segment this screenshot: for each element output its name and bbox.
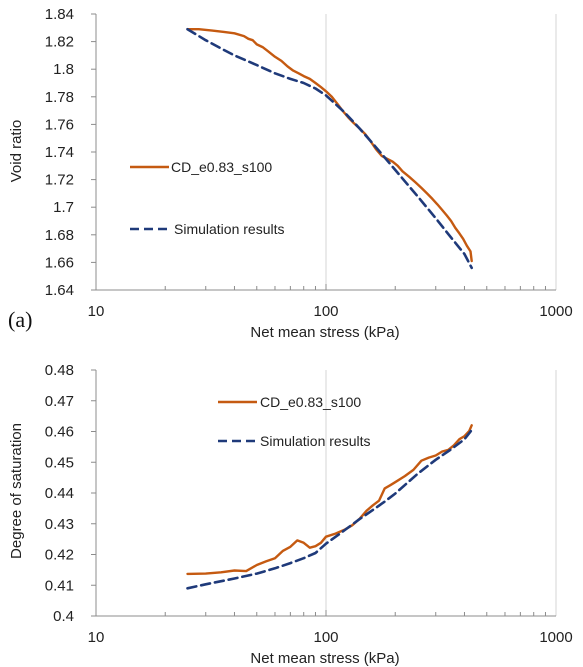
y-tick-label: 1.8 bbox=[53, 61, 74, 78]
x-axis-title: Net mean stress (kPa) bbox=[250, 324, 399, 341]
y-tick-label: 0.45 bbox=[45, 454, 74, 471]
y-tick-label: 0.43 bbox=[45, 516, 74, 533]
legend-label-simulation: Simulation results bbox=[174, 221, 285, 237]
y-tick-label: 0.41 bbox=[45, 577, 74, 594]
y-axis-title: Void ratio bbox=[8, 120, 25, 183]
y-tick-label: 1.74 bbox=[45, 144, 74, 161]
y-tick-label: 0.42 bbox=[45, 547, 74, 564]
y-tick-label: 1.68 bbox=[45, 227, 74, 244]
y-tick-label: 1.76 bbox=[45, 116, 74, 133]
y-tick-label: 1.78 bbox=[45, 89, 74, 106]
simulation-series-line bbox=[186, 27, 474, 270]
y-tick-label: 0.44 bbox=[45, 485, 74, 502]
x-tick-label: 10 bbox=[88, 303, 105, 320]
simulation-series-line bbox=[186, 428, 474, 590]
y-tick-label: 0.46 bbox=[45, 424, 74, 441]
y-tick-label: 1.84 bbox=[45, 6, 74, 23]
y-axis-title: Degree of saturation bbox=[8, 423, 25, 559]
x-tick-label: 100 bbox=[313, 303, 338, 320]
y-tick-label: 1.82 bbox=[45, 34, 74, 51]
panel-label: (a) bbox=[8, 307, 32, 332]
x-tick-label: 1000 bbox=[539, 629, 572, 646]
y-tick-label: 1.72 bbox=[45, 172, 74, 189]
y-tick-label: 0.4 bbox=[53, 608, 74, 625]
legend-label-simulation: Simulation results bbox=[260, 433, 371, 449]
void-ratio-chart: (a) 1.64 1.66 1.68 1.7 1.72 1.74 1.76 1.78 1.8 1.… bbox=[8, 6, 573, 341]
y-tick-label: 0.47 bbox=[45, 393, 74, 410]
x-tick-label: 100 bbox=[313, 629, 338, 646]
y-tick-label: 1.66 bbox=[45, 254, 74, 271]
legend: CD_e0.83_s100 Simulation results bbox=[218, 394, 371, 449]
x-axis-title: Net mean stress (kPa) bbox=[250, 650, 399, 667]
degree-of-saturation-chart: 0.4 0.41 0.42 0.43 0.44 0.45 0.46 0.47 0.48 10 10… bbox=[8, 362, 573, 667]
y-tick-label: 1.7 bbox=[53, 199, 74, 216]
x-tick-label: 1000 bbox=[539, 303, 572, 320]
legend-label-experiment: CD_e0.83_s100 bbox=[171, 159, 272, 175]
y-tick-label: 0.48 bbox=[45, 362, 74, 379]
legend: CD_e0.83_s100 Simulation results bbox=[130, 159, 285, 237]
legend-label-experiment: CD_e0.83_s100 bbox=[260, 394, 361, 410]
x-tick-label: 10 bbox=[88, 629, 105, 646]
y-tick-label: 1.64 bbox=[45, 282, 74, 299]
